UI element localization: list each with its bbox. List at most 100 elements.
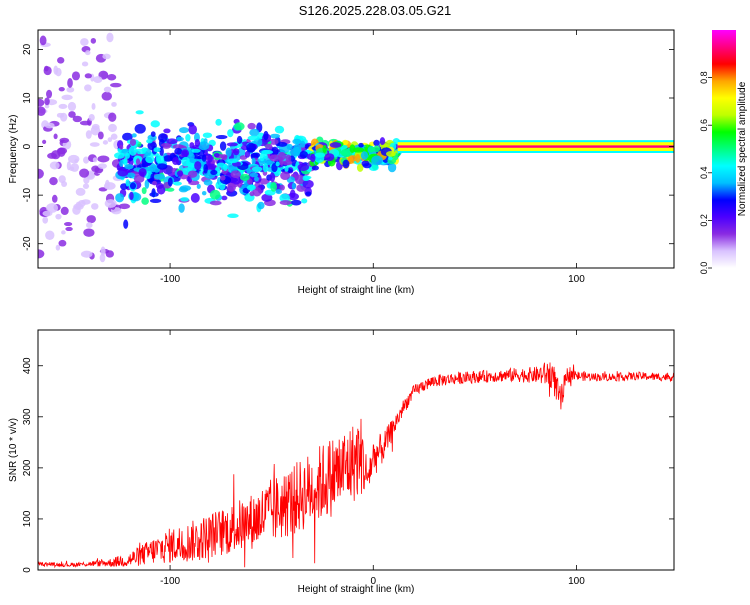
spectrogram-cell bbox=[103, 182, 116, 190]
spectrogram-cell bbox=[134, 123, 146, 134]
spectrogram-cell bbox=[215, 118, 222, 126]
spectrogram-cell bbox=[125, 179, 130, 187]
spectrogram-cell bbox=[220, 175, 226, 181]
spectrogram-cell bbox=[261, 149, 274, 155]
spectrogram-cell bbox=[85, 130, 92, 139]
spectrogram-cell bbox=[71, 71, 80, 81]
spectrogram-cell bbox=[86, 215, 96, 224]
spectrogram-cell bbox=[179, 127, 189, 134]
spectrogram-cell bbox=[227, 182, 236, 192]
spectrogram-cell bbox=[65, 226, 73, 232]
spectrogram-cell bbox=[387, 162, 397, 173]
spectrogram-cell bbox=[348, 155, 358, 162]
spectrogram-cell bbox=[159, 146, 164, 157]
spectrogram-cell bbox=[371, 155, 384, 166]
spectrogram-cell bbox=[275, 189, 282, 195]
spectrogram-cell bbox=[300, 140, 306, 148]
figure-title: S126.2025.228.03.05.G21 bbox=[299, 3, 452, 18]
spectrogram-cell bbox=[174, 148, 183, 155]
spectrogram-cell bbox=[246, 184, 256, 191]
spectrogram-cell bbox=[141, 147, 148, 152]
spectrogram-cell bbox=[190, 193, 200, 203]
spectrogram-cell bbox=[108, 112, 117, 122]
spectrogram-cell bbox=[58, 175, 66, 184]
spectrogram-cell bbox=[153, 147, 161, 153]
spectrogram-cell bbox=[150, 173, 155, 183]
spectrogram-cell bbox=[229, 175, 242, 185]
spectrogram-cell bbox=[269, 133, 281, 139]
spectrogram-cell bbox=[85, 50, 91, 56]
spectrogram-cell bbox=[55, 213, 62, 220]
spectrogram-cell bbox=[53, 133, 58, 140]
spectrogram-cell bbox=[102, 140, 109, 145]
spectrogram-cell bbox=[56, 112, 64, 118]
spectrogram-cell bbox=[111, 101, 117, 107]
spectrogram-cell bbox=[107, 74, 117, 81]
spectrogram-cell bbox=[119, 144, 124, 150]
colorbar-tick-label: 0.0 bbox=[699, 262, 709, 275]
spectrogram-frame bbox=[37, 29, 675, 269]
spectrogram-ytick-label: 10 bbox=[22, 92, 33, 104]
spectrogram-cell bbox=[239, 173, 250, 181]
spectrogram-cell bbox=[92, 11, 103, 16]
spectrogram-cell bbox=[83, 156, 90, 164]
spectrogram-cell bbox=[203, 179, 213, 186]
spectrogram-cell bbox=[64, 313, 69, 318]
spectrogram-cell bbox=[57, 57, 65, 64]
spectrogram-cell bbox=[280, 171, 291, 180]
spectrogram-cell bbox=[106, 32, 114, 43]
spectrogram-cell bbox=[118, 203, 131, 210]
snr-frame bbox=[37, 329, 675, 571]
spectrogram-cell bbox=[129, 182, 137, 190]
spectrogram-cell bbox=[78, 323, 82, 328]
spectrogram-ytick-label: -20 bbox=[22, 236, 33, 251]
spectrogram-cell bbox=[133, 175, 145, 183]
spectrogram-cell bbox=[105, 250, 114, 258]
spectrogram-cell bbox=[97, 163, 107, 170]
spectrogram-cell bbox=[219, 141, 227, 151]
spectrogram-cell bbox=[279, 193, 291, 203]
spectrogram-ytick-label: 0 bbox=[22, 143, 33, 149]
spectrogram-cell bbox=[122, 132, 133, 141]
spectrogram-cell bbox=[385, 151, 396, 157]
spectrogram-cell bbox=[110, 82, 122, 88]
spectrogram-cell bbox=[55, 244, 61, 251]
spectrogram-cell bbox=[360, 151, 369, 160]
spectrogram-cell bbox=[61, 94, 73, 101]
spectrogram-cell bbox=[84, 84, 92, 92]
spectrogram-cell bbox=[297, 163, 310, 171]
spectrogram-cell bbox=[81, 61, 89, 67]
snr-xtick-label: 0 bbox=[370, 576, 376, 587]
spectrogram-cell bbox=[275, 161, 280, 167]
spectrogram-cell bbox=[234, 122, 245, 131]
spectrogram-cell bbox=[232, 148, 240, 156]
spectrogram-cell bbox=[201, 154, 207, 162]
spectrogram-cell bbox=[45, 230, 55, 240]
spectrogram-cell bbox=[342, 159, 350, 169]
spectrogram-cell bbox=[75, 187, 86, 196]
spectrogram-cell bbox=[292, 138, 302, 145]
spectrogram-cell bbox=[246, 142, 257, 153]
spectrogram-cell bbox=[84, 73, 92, 79]
spectrogram-cell bbox=[185, 134, 191, 142]
spectrogram-cell bbox=[82, 183, 90, 189]
spectrogram-cell bbox=[115, 193, 125, 203]
spectrogram-cell bbox=[254, 152, 261, 158]
spectrogram-cell bbox=[286, 143, 293, 150]
spectrogram-cell bbox=[67, 78, 73, 88]
spectrogram-cell bbox=[227, 129, 234, 138]
spectrogram-cell bbox=[58, 239, 67, 247]
spectrogram-cell bbox=[290, 199, 302, 206]
spectrogram-cell bbox=[207, 154, 213, 163]
spectrogram-cell bbox=[180, 149, 190, 158]
spectrogram-cell bbox=[201, 190, 207, 196]
spectrogram-cell bbox=[77, 199, 86, 207]
spectrogram-cell bbox=[39, 35, 47, 46]
spectrogram-cell bbox=[324, 153, 335, 162]
spectrogram-cell bbox=[314, 152, 326, 158]
spectrogram-xtick-label: -100 bbox=[160, 274, 180, 285]
spectrogram-cell bbox=[284, 165, 289, 173]
spectrogram-cell bbox=[352, 147, 365, 153]
spectrogram-cell bbox=[247, 135, 260, 141]
spectrogram-cell bbox=[227, 213, 239, 219]
